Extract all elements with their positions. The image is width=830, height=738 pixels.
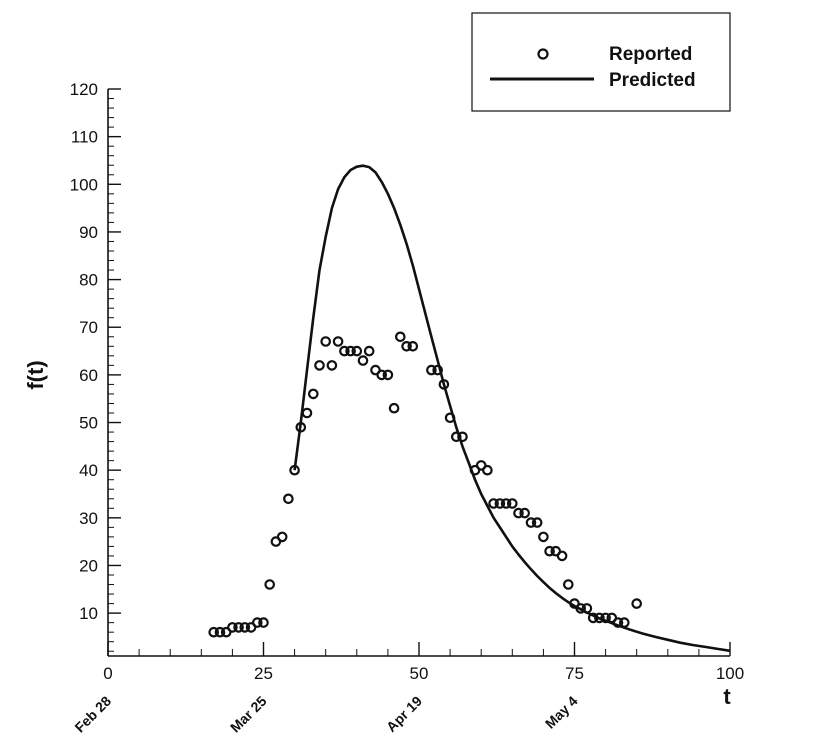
y-tick-label: 20	[79, 556, 98, 575]
reported-point	[556, 550, 568, 562]
legend: Reported Predicted	[471, 12, 731, 112]
reported-point	[307, 388, 319, 400]
reported-point	[351, 345, 363, 357]
x-axis-title: t	[723, 684, 731, 709]
reported-point	[600, 612, 611, 624]
reported-point	[407, 340, 419, 352]
date-label: Mar 25	[227, 693, 270, 736]
reported-point	[401, 340, 412, 352]
reported-point	[631, 598, 642, 609]
date-label: May 4	[542, 693, 581, 732]
reported-point	[251, 617, 263, 628]
reported-point	[382, 369, 394, 381]
plot-area	[208, 164, 731, 653]
y-tick-label: 70	[79, 318, 98, 337]
y-tick-label: 80	[79, 271, 98, 290]
reported-point	[581, 603, 593, 614]
y-tick-label: 50	[79, 414, 98, 433]
reported-point	[363, 345, 375, 357]
date-label: Feb 28	[71, 693, 114, 736]
reported-point	[438, 379, 450, 390]
reported-point	[618, 617, 630, 628]
reported-point	[208, 626, 219, 638]
reported-point	[258, 617, 269, 628]
reported-point	[301, 407, 313, 419]
legend-label-predicted: Predicted	[609, 70, 696, 91]
x-tick-label: 0	[103, 664, 112, 683]
predicted-line	[293, 164, 731, 653]
reported-point	[513, 507, 524, 519]
reported-point	[457, 431, 468, 443]
y-tick-label: 60	[79, 366, 98, 385]
reported-point	[239, 622, 251, 633]
reported-point	[276, 531, 288, 543]
legend-box	[471, 12, 731, 112]
y-tick-label: 100	[70, 175, 98, 194]
legend-reported-marker	[537, 48, 549, 60]
y-tick-label: 10	[79, 604, 98, 623]
reported-point	[538, 531, 549, 543]
axes: 10 20 30 40 50 60 70 80 90 100 110 120 0 25 50 75 100 Feb…	[70, 80, 745, 735]
reported-point	[525, 517, 537, 528]
reported-point	[332, 336, 344, 347]
y-tick-label: 110	[71, 128, 98, 147]
reported-point	[314, 360, 325, 371]
reported-point	[494, 498, 506, 509]
reported-point	[506, 498, 518, 509]
x-tick-label: 75	[565, 664, 584, 683]
reported-point	[339, 345, 350, 357]
reported-point	[575, 603, 586, 614]
y-tick-label: 40	[79, 461, 98, 480]
reported-point	[450, 431, 462, 443]
reported-point	[326, 360, 338, 371]
reported-point	[345, 345, 356, 357]
reported-point	[562, 579, 574, 590]
reported-point	[519, 507, 530, 519]
reported-point	[376, 369, 387, 381]
reported-point	[214, 626, 226, 638]
reported-point	[227, 622, 238, 633]
reported-point	[594, 612, 605, 624]
reported-point	[295, 421, 307, 433]
reported-point	[388, 402, 400, 414]
legend-label-reported: Reported	[609, 44, 692, 65]
x-tick-label: 50	[410, 664, 429, 683]
x-tick-label: 100	[716, 664, 744, 683]
reported-point	[544, 545, 555, 557]
reported-point	[531, 517, 543, 528]
y-axis-title: f(t)	[23, 360, 48, 389]
reported-point	[357, 355, 369, 366]
reported-point	[264, 579, 275, 590]
reported-point	[394, 331, 406, 343]
reported-point	[289, 464, 300, 476]
reported-point	[500, 498, 512, 509]
reported-point	[432, 364, 443, 376]
y-tick-label: 90	[79, 223, 98, 242]
reported-point	[488, 498, 499, 509]
reported-point	[444, 412, 456, 424]
reported-point	[320, 336, 331, 347]
x-tick-label: 25	[254, 664, 273, 683]
reported-point	[482, 464, 493, 476]
y-tick-label: 30	[79, 509, 98, 528]
date-label: Apr 19	[383, 693, 425, 735]
y-tick-label: 120	[70, 80, 98, 99]
reported-point	[283, 493, 294, 505]
reported-point	[587, 612, 599, 624]
reported-point	[612, 617, 624, 628]
reported-point	[426, 364, 437, 376]
reported-point	[233, 622, 244, 633]
